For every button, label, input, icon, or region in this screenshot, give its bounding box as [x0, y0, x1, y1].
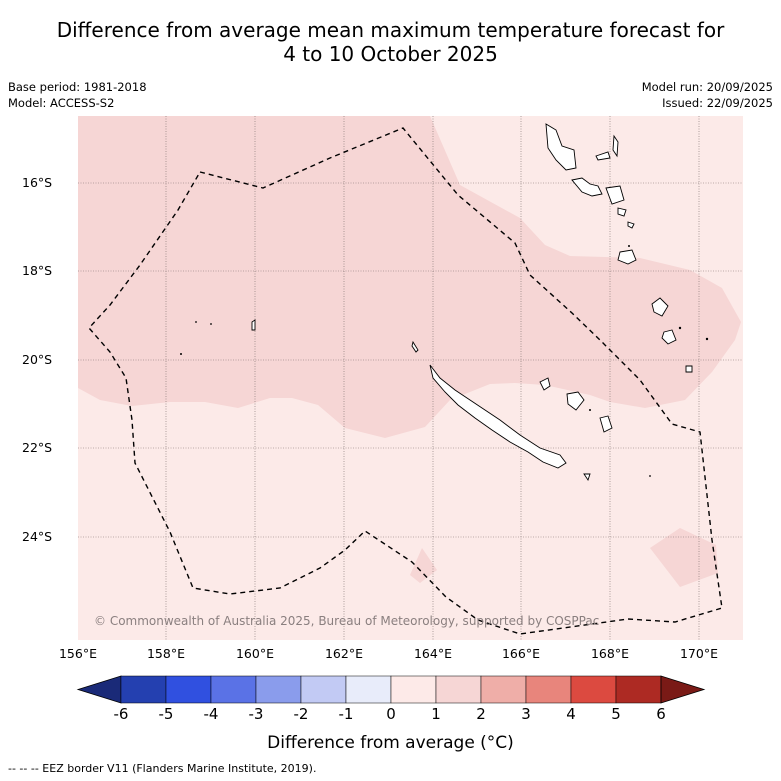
- colorbar: [76, 675, 706, 704]
- colorbar-tick-4: -2: [293, 705, 309, 723]
- colorbar-tick-7: 1: [431, 705, 441, 723]
- copyright-credit: © Commonwealth of Australia 2025, Bureau…: [94, 614, 600, 628]
- lat-label-1: 18°S: [22, 263, 53, 278]
- anomaly-area-band-1-2-small: [410, 548, 437, 583]
- meta-left: Base period: 1981-2018 Model: ACCESS-S2: [8, 79, 147, 111]
- lon-label-7: 170°E: [679, 646, 718, 661]
- colorbar-segment: [345, 675, 392, 704]
- lon-label-1: 158°E: [146, 646, 185, 661]
- lon-label-0: 156°E: [58, 646, 97, 661]
- title-line-2: 4 to 10 October 2025: [283, 42, 498, 66]
- graticule: [78, 116, 743, 640]
- colorbar-segment: [165, 675, 212, 704]
- issued-date: Issued: 22/09/2025: [662, 96, 773, 110]
- lat-label-2: 20°S: [22, 352, 53, 367]
- chart-title: Difference from average mean maximum tem…: [0, 18, 781, 66]
- lon-label-6: 168°E: [590, 646, 629, 661]
- colorbar-segment: [255, 675, 302, 704]
- lat-label-0: 16°S: [22, 175, 53, 190]
- coastlines: [251, 123, 693, 482]
- colorbar-tick-11: 5: [611, 705, 621, 723]
- base-period: Base period: 1981-2018: [8, 80, 147, 94]
- colorbar-segment: [120, 675, 167, 704]
- colorbar-tick-5: -1: [338, 705, 354, 723]
- colorbar-segment: [570, 675, 617, 704]
- lon-label-5: 166°E: [501, 646, 540, 661]
- colorbar-tick-9: 3: [521, 705, 531, 723]
- colorbar-tick-1: -5: [158, 705, 174, 723]
- colorbar-title: Difference from average (°C): [267, 733, 514, 753]
- model-name: Model: ACCESS-S2: [8, 96, 115, 110]
- anomaly-area-band-1-2: [78, 116, 741, 438]
- colorbar-segment: [300, 675, 347, 704]
- colorbar-tick-2: -4: [203, 705, 219, 723]
- colorbar-segment: [480, 675, 527, 704]
- lon-label-4: 164°E: [413, 646, 452, 661]
- colorbar-segment: [525, 675, 572, 704]
- colorbar-tick-8: 2: [476, 705, 486, 723]
- lon-label-3: 162°E: [324, 646, 363, 661]
- colorbar-segment: [210, 675, 257, 704]
- colorbar-extend-low: [76, 675, 122, 704]
- colorbar-segment: [615, 675, 662, 704]
- colorbar-tick-12: 6: [656, 705, 666, 723]
- lon-label-2: 160°E: [235, 646, 274, 661]
- colorbar-tick-6: 0: [386, 705, 396, 723]
- anomaly-area-band-1-2-east: [650, 528, 718, 587]
- colorbar-extend-high: [660, 675, 706, 704]
- lat-label-4: 24°S: [22, 529, 53, 544]
- meta-right: Model run: 20/09/2025 Issued: 22/09/2025: [642, 79, 773, 111]
- colorbar-tick-3: -3: [248, 705, 264, 723]
- eez-legend-footer: -- -- -- EEZ border V11 (Flanders Marine…: [8, 762, 317, 775]
- new-caledonia-island: [429, 364, 567, 469]
- lat-label-3: 22°S: [22, 440, 53, 455]
- small-islets: [180, 245, 709, 477]
- colorbar-tick-10: 4: [566, 705, 576, 723]
- colorbar-segment: [390, 675, 437, 704]
- colorbar-tick-0: -6: [113, 705, 129, 723]
- colorbar-segment: [435, 675, 482, 704]
- model-run: Model run: 20/09/2025: [641, 80, 773, 94]
- eez-border: [88, 127, 723, 635]
- title-line-1: Difference from average mean maximum tem…: [56, 18, 725, 42]
